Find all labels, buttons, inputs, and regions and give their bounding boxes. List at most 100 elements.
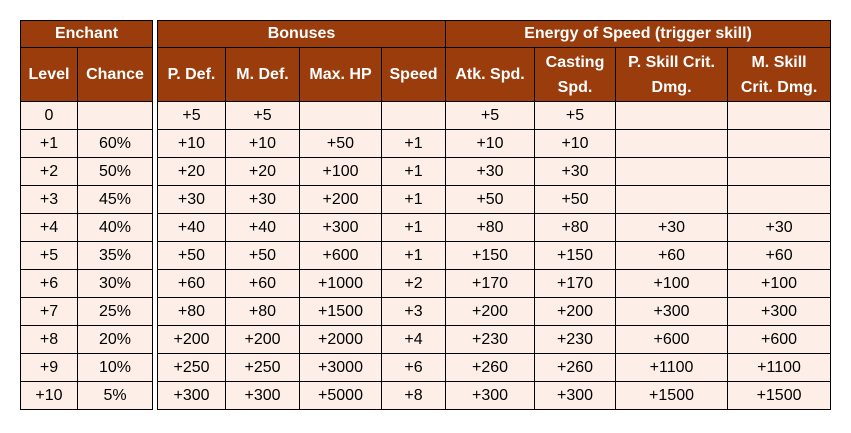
table-cell: +600 [299, 241, 382, 270]
table-cell: +600 [615, 325, 729, 354]
header-line-2: Spd. [557, 78, 593, 96]
table-cell: +100 [615, 269, 729, 298]
table-cell: +2 [20, 157, 78, 186]
table-cell: +100 [299, 157, 382, 186]
table-cell: +170 [445, 269, 536, 298]
table-cell: +4 [380, 325, 447, 354]
table-cell: +260 [445, 353, 536, 382]
table-cell: +50 [225, 241, 300, 270]
table-cell: +300 [615, 297, 729, 326]
table-cell: 5% [77, 381, 153, 410]
table-cell: +1500 [299, 297, 382, 326]
table-cell: +2 [380, 269, 447, 298]
table-row: +60 +60 +1000 +2 +170 +170 +100 +100 [157, 269, 832, 298]
table-cell [727, 157, 832, 186]
table-cell: +300 [299, 213, 382, 242]
table-cell: +1 [380, 213, 447, 242]
table-row: +30 +30 +200 +1 +50 +50 [157, 185, 832, 214]
table-cell: +1500 [727, 381, 832, 410]
table-cell: +300 [534, 381, 617, 410]
table-cell: 45% [77, 185, 153, 214]
table-row: +20 +20 +100 +1 +30 +30 [157, 157, 832, 186]
table-cell: +80 [225, 297, 300, 326]
table-cell: +10 [534, 129, 617, 158]
table-cell [727, 185, 832, 214]
table-cell: +1 [380, 185, 447, 214]
table-cell: +60 [727, 241, 832, 270]
table-cell: +30 [615, 213, 729, 242]
table-cell: +2000 [299, 325, 382, 354]
table-cell: +200 [445, 297, 536, 326]
table-row: 0 [20, 101, 153, 130]
table-row: +50 +50 +600 +1 +150 +150 +60 +60 [157, 241, 832, 270]
table-cell: +50 [299, 129, 382, 158]
table-cell: +5 [534, 101, 617, 130]
table-cell: +3 [380, 297, 447, 326]
table-cell: +1100 [615, 353, 729, 382]
table-cell: +200 [534, 297, 617, 326]
table-cell: +200 [225, 325, 300, 354]
column-header-p-def: P. Def. [157, 47, 226, 102]
table-cell: +40 [225, 213, 300, 242]
table-row: +10 5% [20, 381, 153, 410]
table-cell: +1100 [727, 353, 832, 382]
table-cell: +10 [157, 129, 226, 158]
table-row: +1 60% [20, 129, 153, 158]
column-header-speed: Speed [380, 47, 447, 102]
table-cell: +1 [380, 129, 447, 158]
enchant-table-body: 0 +1 60% +2 50% +3 45% +4 40% +5 35% +6 30% +7 25% +8 20… [20, 101, 153, 410]
table-cell [77, 101, 153, 130]
table-cell [615, 129, 729, 158]
table-cell [615, 185, 729, 214]
table-cell: +30 [445, 157, 536, 186]
table-cell: +80 [157, 297, 226, 326]
table-row: +80 +80 +1500 +3 +200 +200 +300 +300 [157, 297, 832, 326]
table-cell: +250 [157, 353, 226, 382]
table-cell: +200 [299, 185, 382, 214]
column-header-max-hp: Max. HP [299, 47, 382, 102]
table-cell: +3000 [299, 353, 382, 382]
column-header-p-skill-crit-dmg: P. Skill Crit. Dmg. [615, 47, 729, 102]
table-cell: +8 [380, 381, 447, 410]
table-cell: +230 [534, 325, 617, 354]
table-cell [615, 157, 729, 186]
table-cell: +5 [225, 101, 300, 130]
table-cell: +60 [615, 241, 729, 270]
table-cell: 30% [77, 269, 153, 298]
table-cell: +1 [20, 129, 78, 158]
table-cell: +150 [445, 241, 536, 270]
table-row: +4 40% [20, 213, 153, 242]
table-cell: +600 [727, 325, 832, 354]
table-row: +5 +5 +5 +5 [157, 101, 832, 130]
table-cell: +30 [225, 185, 300, 214]
column-header-casting-spd: Casting Spd. [534, 47, 617, 102]
table-row: +200 +200 +2000 +4 +230 +230 +600 +600 [157, 325, 832, 354]
column-header-m-skill-crit-dmg: M. Skill Crit. Dmg. [727, 47, 832, 102]
table-row: +250 +250 +3000 +6 +260 +260 +1100 +1100 [157, 353, 832, 382]
table-cell [380, 101, 447, 130]
table-cell: +30 [157, 185, 226, 214]
table-cell: +5 [445, 101, 536, 130]
table-cell: 50% [77, 157, 153, 186]
table-cell: +20 [157, 157, 226, 186]
table-cell: +30 [534, 157, 617, 186]
table-row: +9 10% [20, 353, 153, 382]
table-cell: +230 [445, 325, 536, 354]
bonuses-table: Bonuses Energy of Speed (trigger skill) … [156, 20, 832, 410]
table-cell: 25% [77, 297, 153, 326]
column-header-level: Level [20, 47, 78, 102]
column-header-atk-spd: Atk. Spd. [445, 47, 536, 102]
table-cell: +300 [157, 381, 226, 410]
table-row: +40 +40 +300 +1 +80 +80 +30 +30 [157, 213, 832, 242]
table-cell: +200 [157, 325, 226, 354]
table-cell: 20% [77, 325, 153, 354]
table-cell: +80 [445, 213, 536, 242]
table-cell: +10 [20, 381, 78, 410]
table-cell: +5 [157, 101, 226, 130]
table-cell: +3 [20, 185, 78, 214]
table-cell: +80 [534, 213, 617, 242]
table-cell [615, 101, 729, 130]
table-cell: +250 [225, 353, 300, 382]
table-cell: +6 [20, 269, 78, 298]
table-cell: +20 [225, 157, 300, 186]
